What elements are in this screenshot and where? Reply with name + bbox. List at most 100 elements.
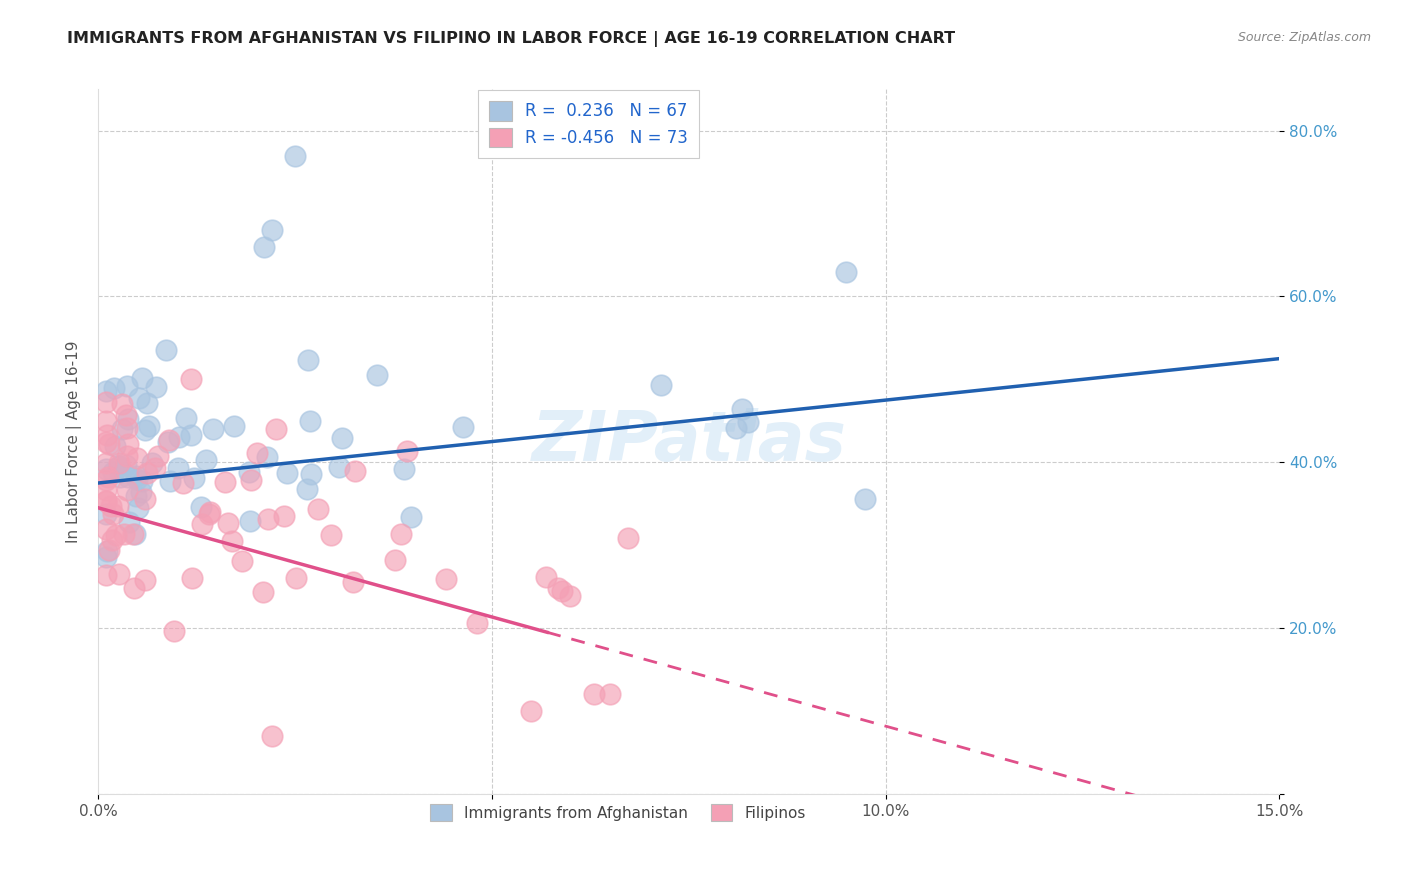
- Point: [146, 450, 169, 464]
- Point: [101, 507, 124, 521]
- Point: [396, 444, 419, 458]
- Point: [266, 422, 288, 436]
- Point: [256, 450, 278, 464]
- Legend: Immigrants from Afghanistan, Filipinos: Immigrants from Afghanistan, Filipinos: [419, 793, 817, 832]
- Point: [392, 462, 415, 476]
- Point: [195, 453, 218, 467]
- Point: [737, 416, 759, 430]
- Point: [115, 450, 138, 464]
- Point: [214, 475, 236, 489]
- Point: [536, 570, 558, 584]
- Point: [162, 624, 184, 639]
- Point: [180, 372, 202, 386]
- Point: [98, 437, 121, 451]
- Point: [112, 527, 135, 541]
- Point: [297, 482, 319, 496]
- Point: [835, 264, 858, 278]
- Point: [239, 514, 262, 528]
- Point: [96, 474, 118, 488]
- Point: [583, 687, 606, 701]
- Point: [650, 377, 672, 392]
- Point: [256, 512, 278, 526]
- Point: [253, 240, 276, 254]
- Point: [115, 483, 138, 498]
- Point: [96, 427, 118, 442]
- Point: [100, 499, 122, 513]
- Point: [101, 533, 124, 548]
- Point: [724, 421, 747, 435]
- Point: [731, 402, 754, 417]
- Point: [104, 439, 127, 453]
- Point: [117, 515, 139, 529]
- Point: [217, 516, 239, 530]
- Point: [108, 470, 131, 484]
- Point: [108, 567, 131, 582]
- Point: [117, 470, 139, 484]
- Point: [172, 475, 194, 490]
- Point: [96, 522, 118, 536]
- Point: [107, 499, 129, 513]
- Point: [145, 380, 167, 394]
- Point: [138, 418, 160, 433]
- Point: [136, 396, 159, 410]
- Point: [96, 550, 118, 565]
- Point: [125, 489, 148, 503]
- Point: [202, 422, 225, 436]
- Point: [183, 470, 205, 484]
- Point: [180, 428, 202, 442]
- Point: [96, 395, 118, 409]
- Point: [166, 461, 188, 475]
- Point: [111, 397, 134, 411]
- Point: [125, 469, 148, 483]
- Point: [134, 492, 156, 507]
- Point: [121, 527, 143, 541]
- Point: [599, 687, 621, 701]
- Point: [191, 516, 214, 531]
- Point: [328, 460, 350, 475]
- Point: [111, 422, 134, 436]
- Point: [550, 584, 572, 599]
- Point: [155, 343, 177, 357]
- Point: [299, 415, 322, 429]
- Point: [276, 466, 298, 480]
- Point: [122, 582, 145, 596]
- Point: [141, 456, 163, 470]
- Point: [159, 475, 181, 489]
- Point: [117, 437, 139, 451]
- Point: [273, 509, 295, 524]
- Point: [127, 501, 149, 516]
- Point: [127, 472, 149, 486]
- Point: [96, 470, 118, 484]
- Point: [520, 704, 543, 718]
- Text: Source: ZipAtlas.com: Source: ZipAtlas.com: [1237, 31, 1371, 45]
- Point: [134, 423, 156, 437]
- Point: [190, 500, 212, 514]
- Point: [238, 465, 260, 479]
- Point: [260, 223, 283, 237]
- Point: [115, 408, 138, 422]
- Point: [451, 420, 474, 434]
- Point: [297, 353, 319, 368]
- Point: [342, 574, 364, 589]
- Point: [129, 484, 152, 499]
- Point: [330, 431, 353, 445]
- Point: [97, 543, 120, 558]
- Point: [96, 462, 118, 476]
- Text: ZIPatlas: ZIPatlas: [531, 408, 846, 475]
- Point: [128, 391, 150, 405]
- Point: [198, 508, 221, 522]
- Point: [96, 414, 118, 428]
- Point: [465, 615, 488, 630]
- Point: [108, 456, 131, 470]
- Point: [96, 456, 118, 470]
- Point: [104, 528, 127, 542]
- Point: [222, 419, 245, 434]
- Point: [560, 589, 582, 603]
- Point: [307, 502, 329, 516]
- Point: [107, 458, 129, 473]
- Point: [125, 451, 148, 466]
- Point: [135, 467, 157, 481]
- Point: [157, 433, 180, 447]
- Point: [169, 430, 191, 444]
- Point: [174, 410, 197, 425]
